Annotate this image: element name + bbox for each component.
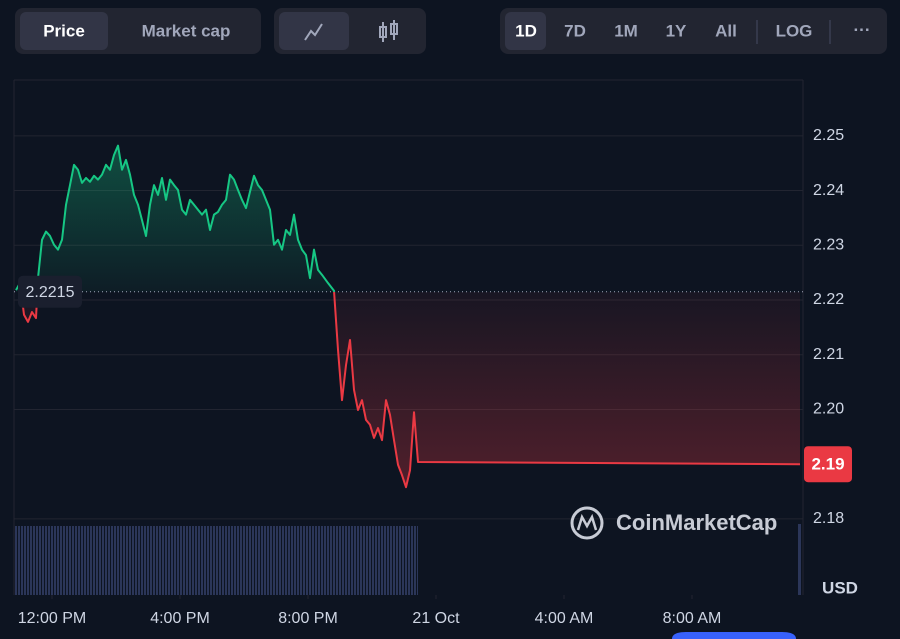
price-button[interactable]: Price <box>43 21 85 40</box>
currency-label: USD <box>822 578 858 597</box>
x-tick-label: 12:00 PM <box>18 610 86 627</box>
x-tick-label: 8:00 AM <box>663 610 722 627</box>
log-button[interactable]: LOG <box>776 21 813 40</box>
range-button[interactable]: 1Y <box>666 21 687 40</box>
volume-bars <box>14 526 418 595</box>
plot <box>14 144 803 489</box>
price-line <box>15 144 801 489</box>
x-tick-label: 4:00 AM <box>535 610 594 627</box>
more-button[interactable]: ··· <box>854 20 871 39</box>
watermark-text: CoinMarketCap <box>616 510 777 535</box>
active-pill <box>505 12 546 50</box>
watermark: CoinMarketCap <box>570 506 777 540</box>
line-icon <box>304 23 323 41</box>
y-tick-label: 2.21 <box>813 346 844 363</box>
range-group <box>500 8 887 54</box>
volume-bar <box>798 524 801 595</box>
line-style-button[interactable] <box>279 12 349 50</box>
price-area <box>16 145 800 488</box>
y-tick-label: 2.20 <box>813 401 844 418</box>
range-button[interactable]: 1D <box>515 21 537 40</box>
x-tick-label: 8:00 PM <box>278 610 338 627</box>
active-pill <box>20 12 108 50</box>
x-tick-label: 21 Oct <box>412 610 460 627</box>
y-tick-label: 2.24 <box>813 182 844 199</box>
market-cap-button[interactable]: Market cap <box>142 21 231 40</box>
y-tick-label: 2.25 <box>813 127 844 144</box>
range-button[interactable]: 1M <box>614 21 638 40</box>
baseline-tag <box>18 275 82 308</box>
bottom-button[interactable] <box>672 632 796 639</box>
toolbar: Price Market cap 1D 7D 1M 1Y All LOG ··· <box>15 8 887 54</box>
y-tick-label: 2.23 <box>813 237 844 254</box>
price-tag <box>804 446 852 483</box>
y-tick-label: 2.22 <box>813 291 844 308</box>
x-tick-label: 4:00 PM <box>150 610 210 627</box>
price-tag-label: 2.19 <box>811 455 844 474</box>
range-button[interactable]: All <box>715 21 737 40</box>
baseline-label: 2.2215 <box>26 284 75 301</box>
y-tick-label: 2.18 <box>813 510 844 527</box>
candle-icon[interactable] <box>379 20 398 42</box>
range-button[interactable]: 7D <box>564 21 586 40</box>
